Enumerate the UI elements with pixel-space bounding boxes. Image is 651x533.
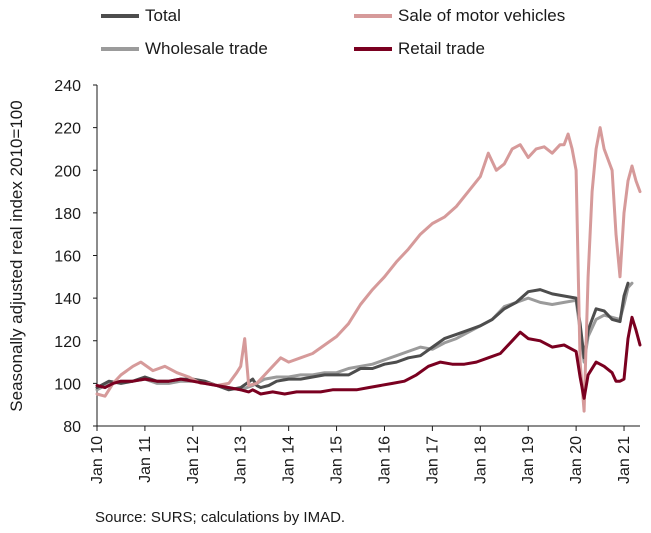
x-tick-label: Jan 12 xyxy=(185,436,202,484)
plot-area xyxy=(95,126,642,413)
x-tick-label: Jan 18 xyxy=(472,436,489,484)
y-tick-label: 240 xyxy=(54,78,81,95)
y-axis: 80 100 120 140 160 180 200 220 240 xyxy=(54,78,98,436)
x-tick-label: Jan 20 xyxy=(568,436,585,484)
x-axis: Jan 10 Jan 11 Jan 12 Jan 13 Jan 14 Jan 15 Jan … xyxy=(89,425,640,484)
legend-swatch-sale-of-motor-vehicles xyxy=(354,14,392,18)
series-line-retail-trade xyxy=(95,315,642,400)
y-tick-label: 80 xyxy=(63,419,81,436)
x-tick-label: Jan 19 xyxy=(520,436,537,484)
y-axis-title: Seasonally adjusted real index 2010=100 xyxy=(7,100,26,411)
y-tick-label: 140 xyxy=(54,291,81,308)
legend-item-retail-trade: Retail trade xyxy=(354,39,485,59)
legend-swatch-total xyxy=(101,14,139,18)
x-tick-label: Jan 15 xyxy=(329,436,346,484)
legend-item-wholesale-trade: Wholesale trade xyxy=(101,39,268,59)
legend-label-retail-trade: Retail trade xyxy=(398,39,485,58)
y-tick-label: 200 xyxy=(54,163,81,180)
source-note: Source: SURS; calculations by IMAD. xyxy=(95,509,346,526)
legend-swatch-retail-trade xyxy=(354,47,392,51)
y-tick-label: 120 xyxy=(54,334,81,351)
y-tick-label: 100 xyxy=(54,376,81,393)
x-tick-label: Jan 10 xyxy=(89,436,106,484)
x-tick-label: Jan 11 xyxy=(137,436,154,483)
y-tick-label: 220 xyxy=(54,121,81,138)
x-tick-label: Jan 13 xyxy=(233,436,250,484)
legend-swatch-wholesale-trade xyxy=(101,47,139,51)
x-tick-label: Jan 21 xyxy=(616,436,633,484)
legend-item-total: Total xyxy=(101,6,181,26)
legend-label-total: Total xyxy=(145,6,181,25)
legend-label-sale-of-motor-vehicles: Sale of motor vehicles xyxy=(398,6,566,25)
legend-label-wholesale-trade: Wholesale trade xyxy=(145,39,268,58)
y-tick-label: 180 xyxy=(54,206,81,223)
x-tick-label: Jan 17 xyxy=(424,436,441,484)
x-tick-label: Jan 16 xyxy=(376,436,393,484)
legend-item-sale-of-motor-vehicles: Sale of motor vehicles xyxy=(354,6,565,26)
y-tick-label: 160 xyxy=(54,249,81,266)
x-tick-label: Jan 14 xyxy=(281,436,298,484)
